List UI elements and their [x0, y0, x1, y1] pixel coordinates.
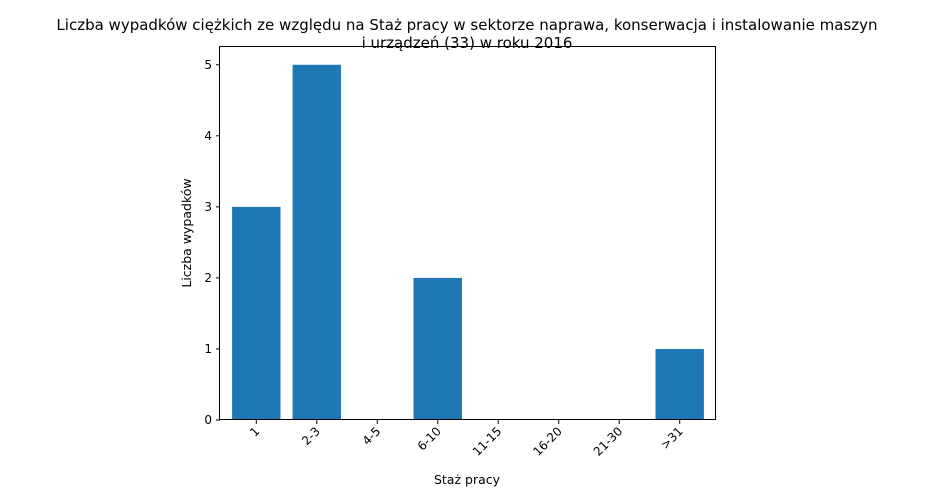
x-tick-label: 1	[247, 424, 262, 439]
x-axis-label: Staż pracy	[434, 472, 501, 487]
x-tick-label: 4-5	[360, 424, 384, 448]
bar-1	[292, 64, 341, 420]
x-tick-label: 16-20	[530, 424, 565, 459]
bar-0	[232, 206, 281, 420]
y-axis-label: Liczba wypadków	[179, 178, 194, 287]
plot-frame	[219, 46, 716, 420]
chart-title-line-2: i urządzeń (33) w roku 2016	[362, 34, 573, 52]
bar-7	[655, 348, 704, 420]
bars-group	[232, 64, 704, 420]
y-tick-label: 4	[204, 129, 212, 143]
y-tick-label: 5	[204, 58, 212, 72]
x-tick-label: 21-30	[591, 424, 626, 459]
bar-3	[413, 277, 462, 420]
y-tick-label: 3	[204, 200, 212, 214]
x-tick-label: 11-15	[470, 424, 505, 459]
y-tick-label: 0	[204, 413, 212, 427]
y-tick-label: 2	[204, 271, 212, 285]
x-tick-label: >31	[658, 424, 686, 452]
x-tick-label: 2-3	[299, 424, 323, 448]
y-axis: 0 1 2 3 4 5	[204, 58, 220, 427]
x-tick-label: 6-10	[415, 424, 444, 453]
x-axis: 1 2-3 4-5 6-10 11-15 16-20 21-30 >31	[247, 420, 686, 459]
chart-title-line-1: Liczba wypadków ciężkich ze względu na S…	[56, 16, 877, 34]
y-tick-label: 1	[204, 342, 212, 356]
